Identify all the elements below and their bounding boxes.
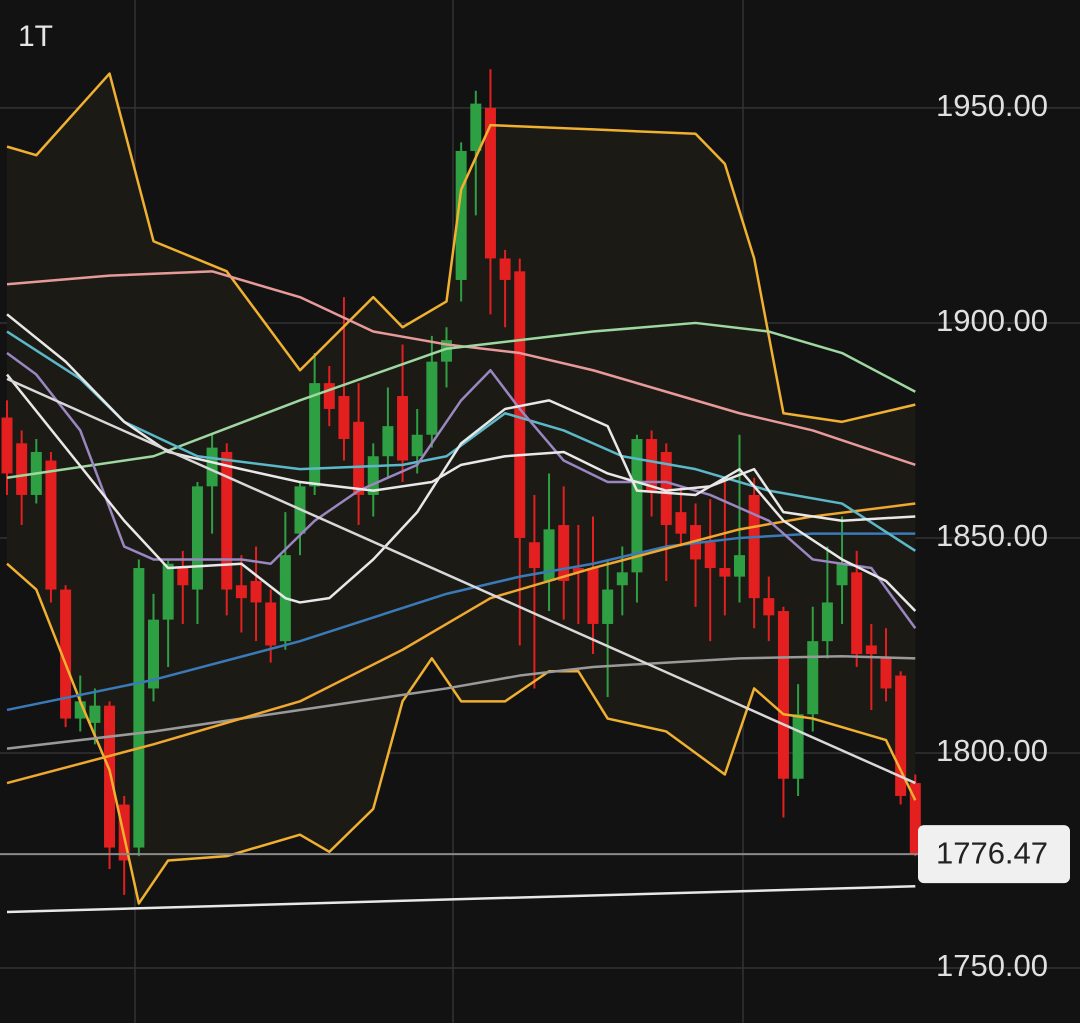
indicator-line	[6, 885, 916, 914]
indicator-line	[6, 352, 917, 629]
candle-body	[909, 783, 921, 855]
candle-body	[177, 568, 189, 586]
candle-body	[191, 486, 203, 590]
candle-body	[602, 589, 614, 624]
candle-body	[660, 451, 672, 526]
candle-body	[426, 361, 438, 435]
candle-body	[397, 396, 409, 461]
candle-body	[734, 555, 745, 577]
candle-body	[719, 568, 731, 577]
candle-body	[16, 443, 28, 495]
candle-body	[411, 434, 423, 457]
band-fill	[7, 73, 916, 904]
indicator-line	[6, 532, 916, 712]
indicator-line	[6, 270, 916, 467]
indicator-line	[6, 330, 916, 552]
last-price-tag	[918, 825, 1070, 884]
candle-body	[587, 568, 599, 624]
candle-body	[441, 340, 452, 362]
y-tick-label: 1800.00	[936, 733, 1048, 768]
candle-body	[235, 585, 247, 599]
candle-body	[792, 714, 804, 779]
y-tick-label: 1950.00	[936, 88, 1048, 123]
candle-body	[631, 439, 643, 573]
indicator-line	[6, 502, 916, 785]
candle-body	[499, 258, 511, 280]
candle-body	[895, 675, 907, 796]
indicator-line	[6, 72, 916, 424]
indicator-line	[6, 321, 916, 479]
candle-body	[250, 580, 262, 603]
candle-body	[1, 417, 13, 474]
candle-body	[60, 589, 72, 719]
candle-body	[880, 658, 892, 689]
candle-body	[206, 447, 218, 487]
candle-body	[323, 383, 335, 409]
indicator-line	[6, 377, 916, 785]
timeframe-label: 1T	[18, 20, 53, 53]
candle-body	[367, 456, 379, 495]
candle-body	[865, 645, 877, 655]
candle-body	[89, 705, 101, 723]
candle-body	[45, 460, 57, 590]
candle-body	[851, 572, 863, 655]
candle-body	[309, 383, 321, 487]
candle-body	[353, 421, 365, 495]
last-price-label: 1776.47	[936, 835, 1048, 870]
candle-body	[748, 494, 760, 599]
candle-body	[616, 572, 628, 586]
candle-body	[558, 525, 570, 581]
indicator-line	[6, 654, 916, 750]
candle-body	[484, 107, 496, 259]
y-tick-label: 1850.00	[936, 518, 1048, 553]
candle-body	[675, 512, 687, 534]
candle-body	[221, 451, 233, 590]
candle-body	[514, 271, 526, 538]
candle-body	[807, 641, 819, 715]
y-tick-label: 1750.00	[936, 948, 1048, 983]
candle-body	[148, 619, 159, 689]
candle-body	[382, 426, 394, 457]
candle-body	[821, 602, 833, 642]
candle-body	[133, 568, 145, 848]
candle-body	[162, 563, 174, 620]
y-tick-label: 1900.00	[936, 303, 1048, 338]
candle-body	[528, 542, 540, 569]
candle-body	[470, 103, 482, 151]
candle-body	[265, 602, 277, 646]
candle-body	[763, 598, 775, 616]
candle-body	[74, 701, 86, 719]
indicator-line	[6, 562, 917, 905]
indicator-line	[6, 373, 917, 612]
candle-body	[646, 439, 658, 491]
candle-body	[455, 150, 467, 280]
candle-body	[777, 611, 789, 779]
candle-body	[836, 563, 848, 586]
candle-body	[704, 542, 716, 569]
candle-body	[572, 568, 584, 573]
candle-body	[104, 705, 116, 848]
candle-body	[338, 396, 350, 440]
candle-body	[543, 529, 555, 581]
